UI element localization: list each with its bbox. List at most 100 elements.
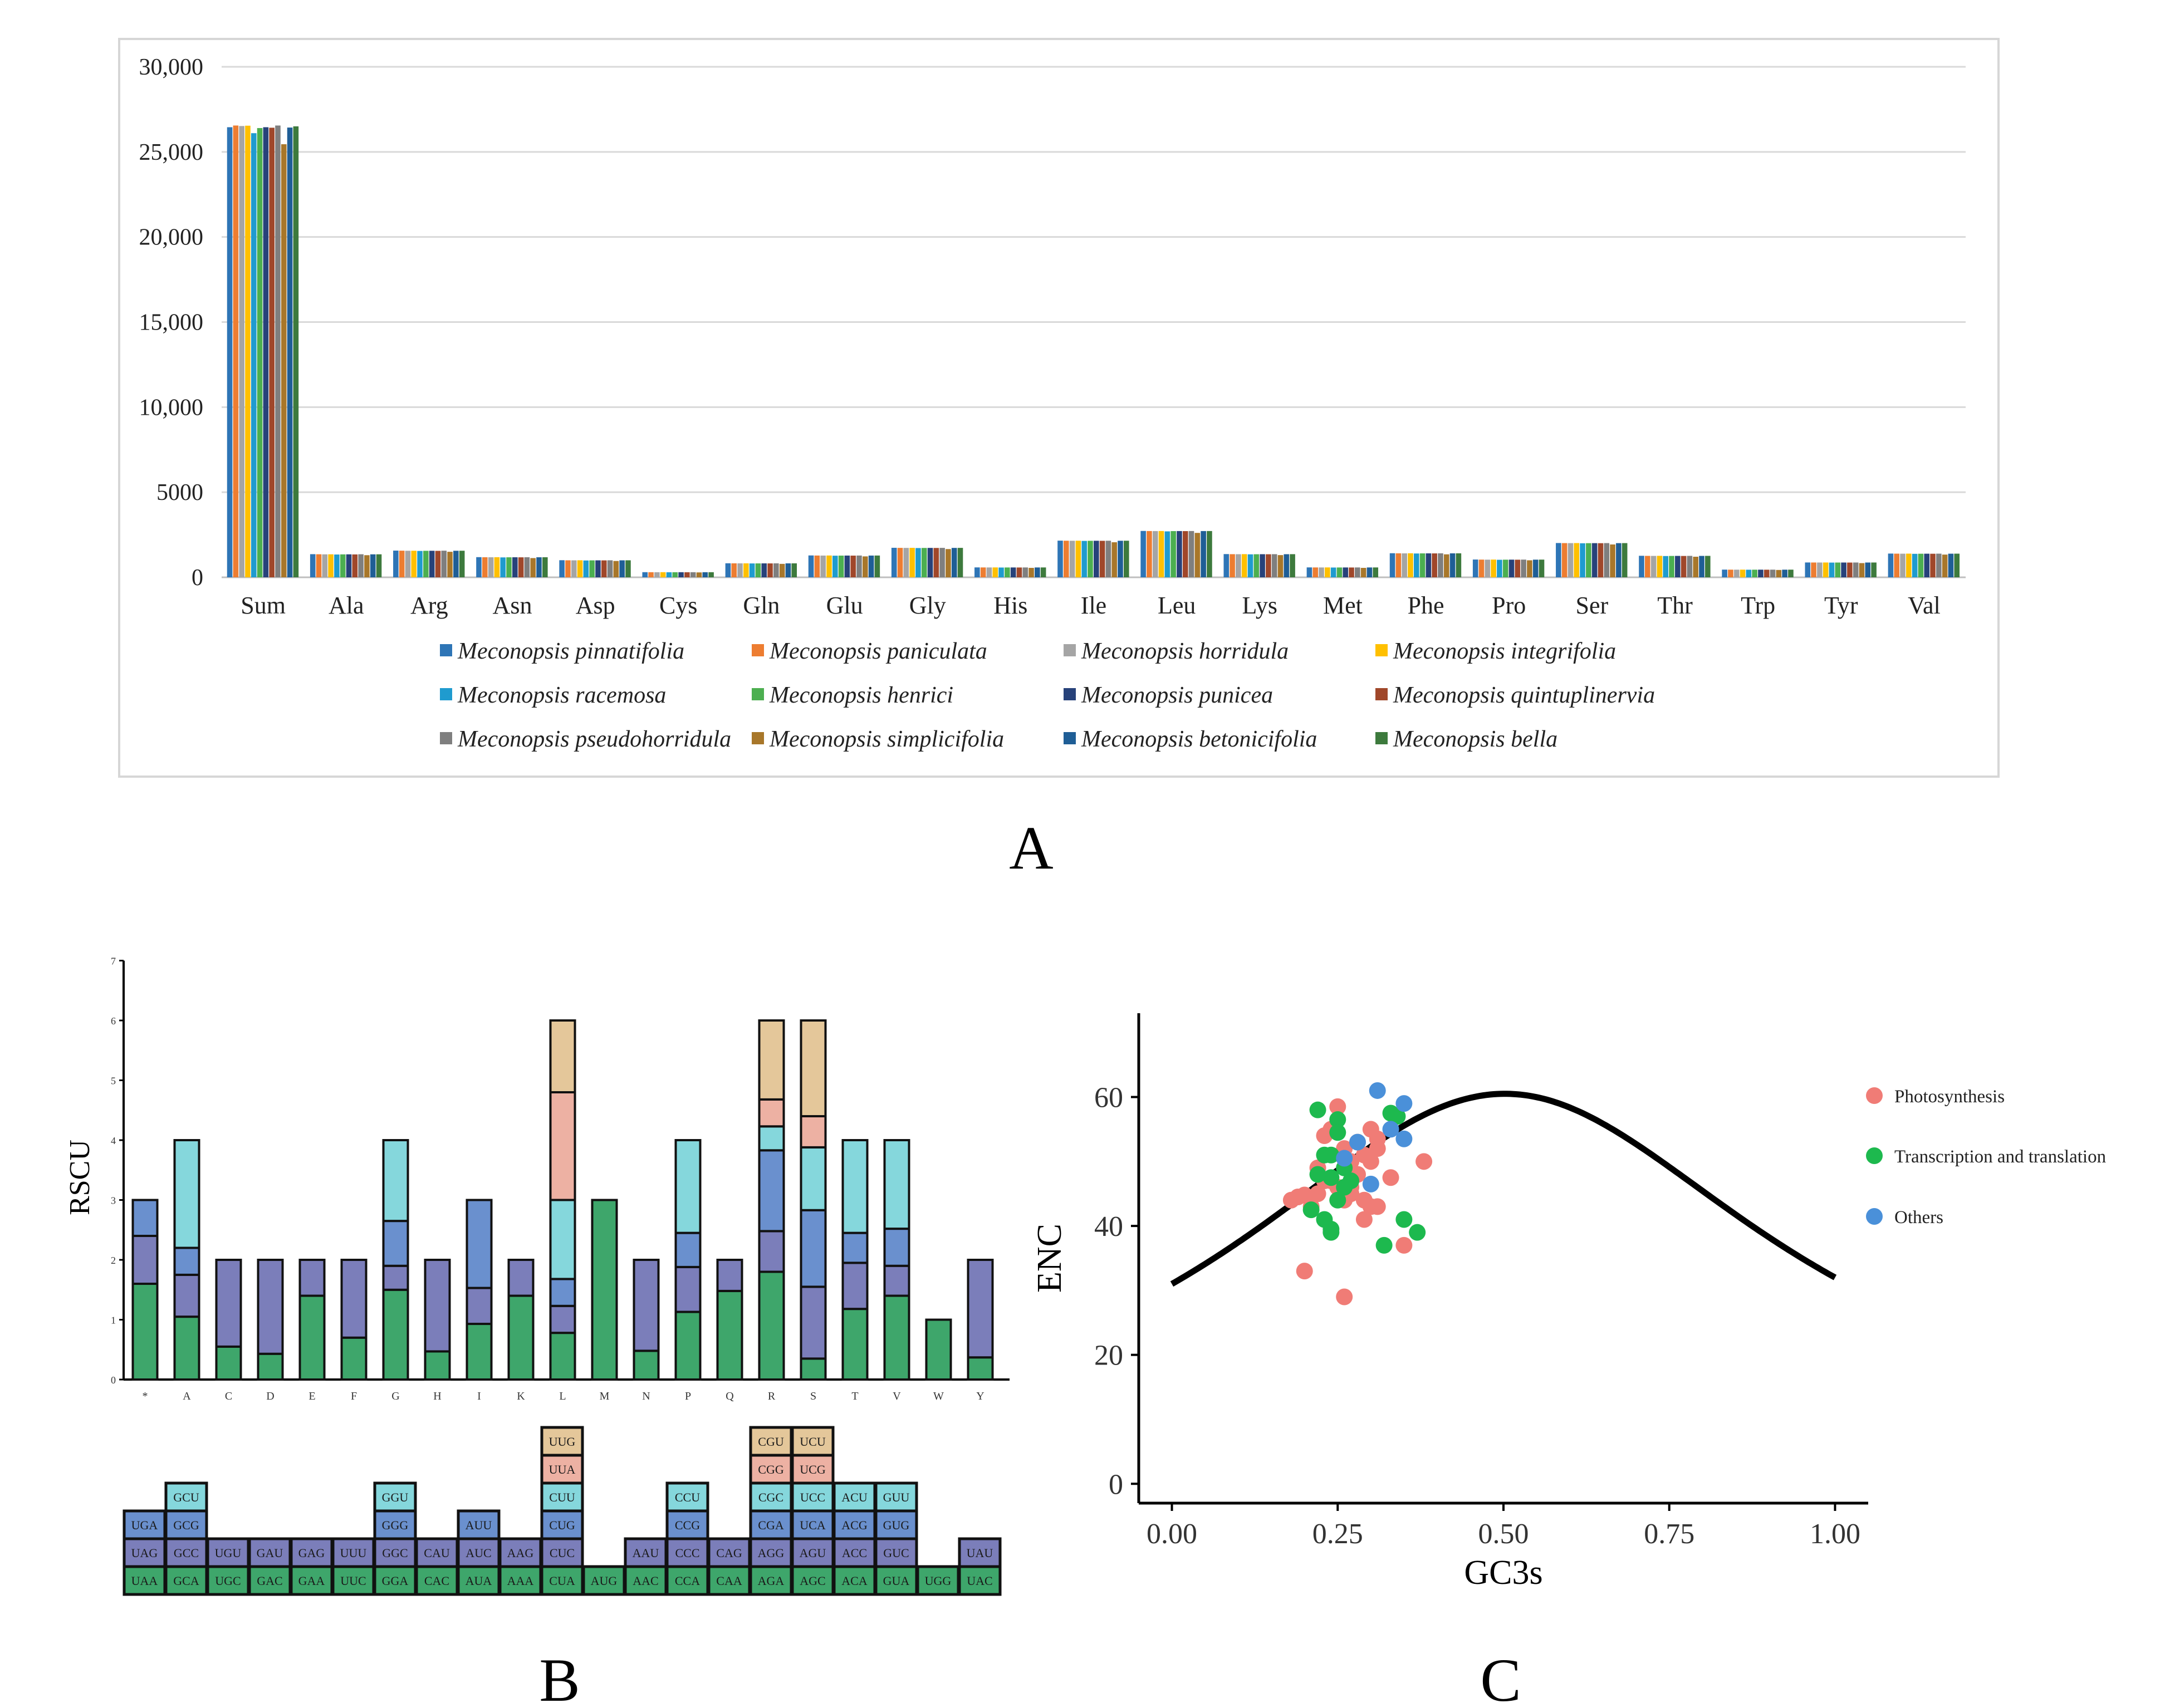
codon-label: UUA [549, 1462, 576, 1476]
bar [571, 560, 577, 577]
bar [642, 572, 648, 577]
stack-segment [883, 1139, 910, 1230]
codon-label: GCC [174, 1546, 199, 1560]
bar [1319, 567, 1324, 577]
bar [1271, 554, 1277, 577]
bar [1188, 531, 1194, 577]
bar [755, 563, 761, 577]
legend-swatch [752, 688, 764, 700]
bar [233, 125, 239, 577]
bar [779, 563, 785, 577]
codon-label: UAU [967, 1546, 993, 1560]
bar [844, 555, 850, 577]
y-tick-label: 40 [1094, 1211, 1123, 1243]
x-tick-label: D [266, 1390, 274, 1402]
codon-cell [832, 1509, 876, 1540]
y-tick-label: 1 [111, 1315, 116, 1326]
codon-cell [206, 1537, 250, 1568]
scatter-point [1369, 1082, 1386, 1099]
bar [814, 555, 820, 577]
bar [737, 563, 743, 577]
bar [850, 556, 856, 577]
x-tick-label: 0.00 [1147, 1518, 1197, 1550]
x-tick-label: S [810, 1390, 816, 1402]
x-tick-label: Asp [576, 592, 615, 619]
stack-segment [758, 1270, 785, 1381]
codon-label: UCU [800, 1435, 826, 1449]
stack-segment [549, 1199, 576, 1280]
codon-label: CCA [675, 1574, 700, 1588]
y-tick-label: 20,000 [139, 225, 204, 251]
bar [891, 547, 897, 577]
bar [1201, 531, 1206, 577]
x-tick-label: * [143, 1390, 148, 1402]
x-tick-label: Ser [1576, 592, 1609, 619]
legend-swatch [440, 688, 452, 700]
codon-label: ACA [841, 1574, 868, 1588]
codon-label: ACC [842, 1546, 867, 1560]
y-tick-label: 4 [111, 1135, 116, 1146]
bar [1094, 541, 1099, 577]
y-axis-title: ENC [1031, 1224, 1069, 1293]
x-tick-label: Ile [1081, 592, 1106, 619]
bar [690, 572, 696, 577]
bar [785, 563, 791, 577]
bar [1841, 562, 1846, 577]
codon-label: AAU [633, 1546, 659, 1560]
codon-cell [540, 1426, 584, 1457]
legend-swatch [1375, 732, 1388, 744]
bar [1740, 570, 1746, 577]
x-tick-label: M [600, 1390, 610, 1402]
bar [761, 563, 767, 577]
codon-label: AUU [466, 1518, 492, 1532]
bar [1532, 559, 1539, 577]
legend-label: Meconopsis quintuplinervia [1393, 683, 1655, 708]
bar [903, 548, 909, 577]
bar [1497, 559, 1502, 577]
scatter-point [1316, 1146, 1333, 1164]
x-tick-label: F [351, 1390, 357, 1402]
legend-label: Transcription and translation [1894, 1147, 2106, 1167]
bar [1266, 554, 1271, 577]
codon-label: UAC [967, 1574, 992, 1588]
stack-segment [716, 1289, 743, 1381]
codon-label: CGU [758, 1435, 784, 1449]
bar [1936, 553, 1942, 577]
bar [257, 128, 263, 578]
codon-label: AAC [633, 1574, 658, 1588]
bar [429, 551, 435, 577]
bar [1230, 554, 1235, 577]
scatter-point [1336, 1288, 1353, 1305]
legend-label: Meconopsis punicea [1081, 683, 1273, 708]
legend-label: Photosynthesis [1894, 1087, 2005, 1107]
stack-segment [967, 1259, 994, 1359]
bar [1782, 570, 1787, 577]
y-tick-label: 3 [111, 1195, 116, 1206]
bar [565, 560, 571, 577]
bar [933, 548, 939, 577]
bar [601, 560, 607, 577]
bar [269, 127, 275, 578]
stack-segment [173, 1246, 200, 1276]
bar [1005, 567, 1010, 577]
codon-label: CGC [758, 1490, 783, 1504]
bar [1865, 562, 1871, 577]
bar [725, 563, 731, 577]
bar [1622, 543, 1628, 577]
bar [1912, 553, 1918, 577]
codon-label: AGG [758, 1546, 785, 1560]
bar [1247, 554, 1253, 577]
scatter-point [1362, 1175, 1379, 1192]
bar [1811, 562, 1816, 577]
panel-c-label: C [1480, 1646, 1521, 1708]
y-tick-label: 10,000 [139, 395, 204, 420]
y-tick-label: 60 [1094, 1082, 1123, 1114]
bar [583, 560, 589, 577]
bar [1539, 559, 1545, 577]
stack-segment [382, 1264, 409, 1291]
bar [453, 551, 459, 577]
codon-cell [791, 1426, 835, 1457]
bar [1591, 543, 1598, 577]
bar [1057, 541, 1063, 577]
y-axis-title: RSCU [64, 1140, 96, 1215]
